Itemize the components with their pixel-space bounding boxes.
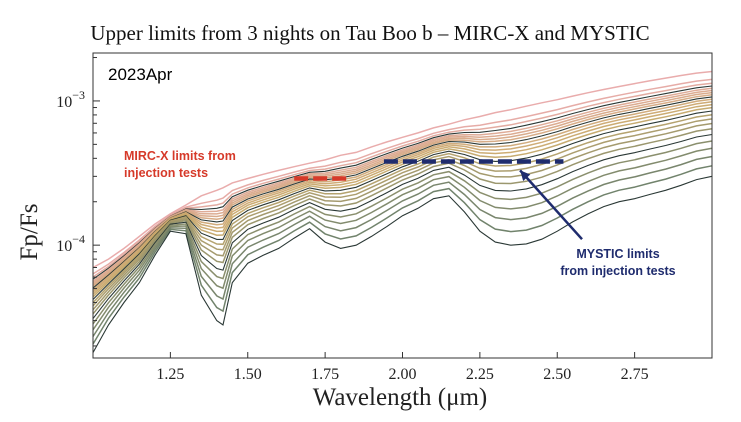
- mystic-arrow-head: [520, 170, 531, 181]
- x-tick-label: 2.75: [621, 366, 649, 383]
- series-line: [92, 106, 713, 298]
- mirc-x-annotation-text: MIRC-X limits from: [124, 149, 236, 163]
- x-axis: 1.25 1.50 1.75 2.00 2.25 2.50 2.75: [156, 352, 649, 383]
- y-tick-label: 10−4: [56, 232, 85, 255]
- chart-title: Upper limits from 3 nights on Tau Boo b …: [90, 21, 649, 45]
- mystic-annotation-text: from injection tests: [560, 264, 675, 278]
- series-line: [92, 118, 713, 307]
- series-line: [92, 127, 713, 315]
- series-line: [92, 122, 713, 311]
- series-line: [92, 165, 713, 345]
- annotations: MIRC-X limits from injection tests MYSTIC …: [124, 149, 676, 278]
- series-line: [92, 147, 713, 331]
- x-axis-label: Wavelength (μm): [313, 384, 488, 411]
- y-axis-label: Fp/Fs: [16, 204, 43, 261]
- series-line: [92, 91, 713, 286]
- series-line: [92, 110, 713, 300]
- series-curves: [92, 70, 713, 353]
- corner-label: 2023Apr: [108, 65, 173, 84]
- series-line: [92, 87, 713, 282]
- x-tick-label: 1.50: [234, 366, 262, 383]
- series-line: [92, 155, 713, 337]
- x-tick-label: 2.00: [389, 366, 417, 383]
- y-tick-label: 10−3: [56, 88, 85, 111]
- series-line: [92, 93, 713, 287]
- mystic-annotation-text: MYSTIC limits: [576, 247, 659, 261]
- mystic-arrow: [519, 169, 583, 241]
- series-line: [92, 82, 713, 278]
- series-line: [92, 133, 713, 319]
- x-tick-label: 1.75: [311, 366, 339, 383]
- series-line: [92, 70, 713, 269]
- x-tick-label: 2.50: [543, 366, 571, 383]
- series-line: [92, 85, 713, 280]
- series-line: [92, 140, 713, 325]
- series-line: [92, 175, 713, 353]
- x-tick-label: 2.25: [466, 366, 494, 383]
- series-line: [92, 103, 713, 295]
- mirc-x-annotation-text: injection tests: [124, 166, 208, 180]
- y-axis: 10−3 10−4: [56, 57, 100, 347]
- x-tick-label: 1.25: [156, 366, 184, 383]
- series-line: [92, 89, 713, 284]
- series-line: [92, 113, 713, 304]
- series-line: [92, 78, 713, 275]
